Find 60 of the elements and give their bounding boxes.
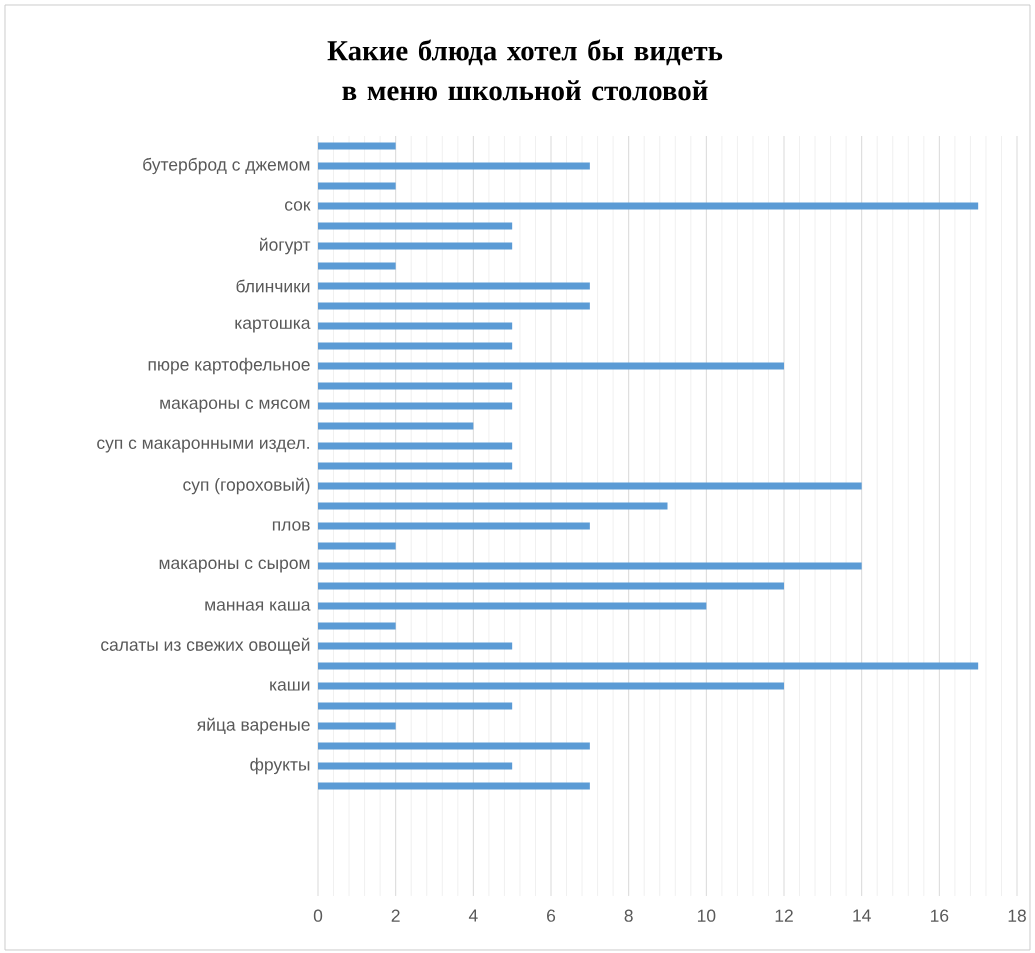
bar [318, 362, 785, 370]
bar [318, 462, 513, 470]
y-tick-label: суп с макаронными издел. [97, 439, 309, 453]
bar [318, 182, 396, 190]
bar [318, 342, 513, 350]
bar [318, 322, 513, 330]
y-tick-label: салаты из свежих овощей [101, 637, 310, 655]
x-tick-label: 14 [853, 909, 871, 922]
bar [318, 262, 396, 270]
y-tick-label: суп (гороховый) [183, 477, 310, 495]
bar [318, 762, 513, 770]
bar [318, 142, 396, 150]
bar [318, 662, 979, 670]
y-tick-label: бутерброд с джемом [143, 157, 310, 175]
x-tick-label: 4 [468, 909, 478, 922]
y-tick-label: пюре картофельное [148, 357, 310, 375]
bar [318, 482, 862, 490]
y-tick-label: плов [272, 521, 310, 531]
x-tick-label: 0 [313, 909, 323, 922]
bar [318, 162, 590, 170]
y-tick-label: фрукты [250, 757, 310, 775]
bar [318, 782, 590, 790]
bar [318, 522, 590, 530]
y-tick-label: блинчики [236, 279, 310, 293]
bar [318, 242, 513, 250]
bar [318, 622, 396, 630]
bar [318, 502, 668, 510]
bar [318, 682, 785, 690]
y-tick-label: каши [270, 681, 310, 691]
bar [318, 742, 590, 750]
y-tick-label: макароны с сыром [159, 559, 310, 573]
y-tick-label: картошка [235, 319, 311, 333]
chart-title: Какие блюда хотел бы видеть в меню школьной столовой [327, 39, 723, 101]
bar [318, 542, 396, 550]
bar [318, 602, 707, 610]
bar [318, 422, 474, 430]
x-tick-label: 16 [930, 909, 949, 922]
bar [318, 582, 785, 590]
y-tick-label: яйца вареные [196, 717, 310, 735]
bar [318, 722, 396, 730]
y-tick-label: сок [284, 201, 311, 211]
x-tick-label: 12 [775, 909, 793, 922]
bar [318, 382, 513, 390]
x-tick-label: 18 [1008, 909, 1026, 922]
y-tick-label: макароны с мясом [160, 399, 310, 413]
bar [318, 642, 513, 650]
bar [318, 302, 590, 310]
x-tick-label: 10 [697, 909, 716, 922]
bar [318, 562, 862, 570]
y-tick-label: манная каша [205, 601, 311, 611]
x-tick-label: 6 [547, 909, 556, 922]
bar [318, 222, 513, 230]
bar [318, 442, 513, 450]
bar [318, 702, 513, 710]
bar [318, 202, 979, 210]
bar [318, 282, 590, 290]
x-tick-label: 2 [391, 909, 400, 922]
bar [318, 402, 513, 410]
x-tick-label: 8 [624, 909, 633, 922]
y-tick-label: йогурт [260, 237, 311, 255]
